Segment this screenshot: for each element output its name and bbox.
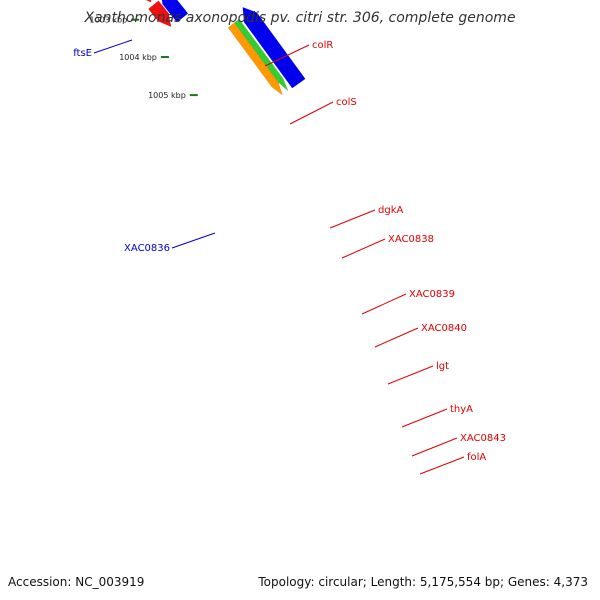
accession-text: Accession: NC_003919: [8, 575, 145, 589]
gene-leader-line: [289, 101, 334, 125]
gene-feature-28: [234, 18, 289, 92]
gene-leader-line: [411, 437, 458, 457]
gene-feature-27: [227, 22, 283, 96]
gene-feature-25: [148, 0, 172, 28]
gene-label-lgt: lgt: [436, 361, 449, 372]
scale-label: 1005 kbp: [148, 91, 186, 100]
gene-feature-29: [242, 6, 306, 89]
gene-label-xac0836: XAC0836: [124, 243, 170, 254]
gene-label-xac0838: XAC0838: [388, 234, 434, 245]
gene-leader-line: [341, 238, 386, 259]
gene-leader-line: [93, 39, 133, 54]
gene-leader-line: [419, 456, 465, 475]
gene-label-dgka: dgkA: [378, 205, 403, 216]
gene-label-colr: colR: [312, 40, 333, 51]
gene-feature-26: [161, 0, 189, 23]
genome-summary-text: Topology: circular; Length: 5,175,554 bp…: [258, 575, 588, 589]
gene-label-ftse: ftsE: [73, 48, 92, 59]
gene-label-thya: thyA: [450, 404, 473, 415]
gene-leader-line: [374, 327, 419, 348]
gene-leader-line: [387, 365, 434, 385]
genome-title: Xanthomonas axonopodis pv. citri str. 30…: [84, 10, 516, 26]
gene-feature-24: [145, 0, 152, 3]
gene-leader-line: [401, 408, 448, 428]
gene-label-cols: colS: [336, 97, 357, 108]
gene-label-xac0843: XAC0843: [460, 433, 506, 444]
gene-leader-line: [361, 293, 407, 315]
gene-leader-line: [171, 232, 216, 249]
scale-label: 1004 kbp: [119, 53, 157, 62]
gene-label-xac0840: XAC0840: [421, 323, 467, 334]
gene-label-fola: folA: [467, 452, 486, 463]
gene-leader-line: [264, 44, 310, 67]
gene-label-xac0839: XAC0839: [409, 289, 455, 300]
scale-label: 1003 kbp: [89, 16, 127, 25]
gene-leader-line: [329, 209, 376, 229]
